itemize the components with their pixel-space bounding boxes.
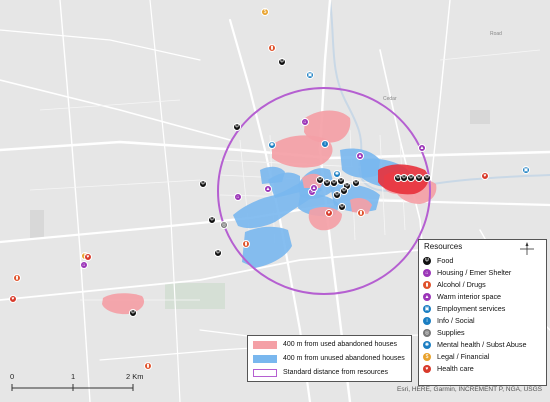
bottle-marker-icon[interactable]: ▮ bbox=[144, 362, 152, 370]
standard-distance-circle bbox=[217, 87, 431, 295]
heart-marker-icon[interactable]: ♥ bbox=[325, 209, 333, 217]
legend-item-label: Supplies bbox=[437, 328, 465, 337]
street-label: Cedar bbox=[383, 96, 397, 102]
scales-marker-icon[interactable]: $ bbox=[261, 8, 269, 16]
bottle-marker-icon[interactable]: ▮ bbox=[268, 44, 276, 52]
legend-item-legal: $ Legal / Financial bbox=[423, 351, 489, 362]
legend-item-mental-health: ✺ Mental health / Subst Abuse bbox=[423, 339, 527, 350]
warm-space-marker-icon[interactable]: ▲ bbox=[356, 152, 364, 160]
layer-legend: 400 m from used abandoned houses 400 m f… bbox=[247, 335, 412, 382]
briefcase-marker-icon[interactable]: ▣ bbox=[522, 166, 530, 174]
legend-item-food: Ψ Food bbox=[423, 255, 453, 266]
heart-marker-icon[interactable]: ♥ bbox=[9, 295, 17, 303]
park-area bbox=[30, 210, 44, 238]
bottle-marker-icon[interactable]: ▮ bbox=[13, 274, 21, 282]
warm-space-marker-icon[interactable]: ▲ bbox=[310, 184, 318, 192]
street-label: Road bbox=[490, 31, 502, 37]
used-buffer-swatch bbox=[253, 340, 277, 349]
supplies-marker-icon[interactable]: ◎ bbox=[220, 221, 228, 229]
legend-item-warm-space: ▲ Warm interior space bbox=[423, 291, 501, 302]
house-marker-icon[interactable]: ⌂ bbox=[80, 261, 88, 269]
layer-legend-unused: 400 m from unused abandoned houses bbox=[253, 353, 405, 364]
heart-marker-icon[interactable]: ♥ bbox=[84, 253, 92, 261]
brain-icon: ✺ bbox=[423, 340, 431, 349]
info-marker-icon[interactable]: i bbox=[321, 140, 329, 148]
fork-knife-marker-icon[interactable]: Ψ bbox=[352, 179, 360, 187]
legend-item-label: Food bbox=[437, 256, 454, 265]
legend-item-housing: ⌂ Housing / Emer Shelter bbox=[423, 267, 511, 278]
legend-item-label: Mental health / Subst Abuse bbox=[437, 340, 527, 349]
fork-knife-marker-icon[interactable]: Ψ bbox=[333, 191, 341, 199]
fork-knife-marker-icon[interactable]: Ψ bbox=[129, 309, 137, 317]
legend-item-label: Housing / Emer Shelter bbox=[437, 268, 512, 277]
bottle-marker-icon[interactable]: ▮ bbox=[357, 209, 365, 217]
unused-buffer-swatch bbox=[253, 354, 277, 363]
attribution-text: Esri, HERE, Garmin, INCREMENT P, NGA, US… bbox=[397, 386, 542, 393]
bottle-icon: ▮ bbox=[423, 280, 431, 289]
scale-bar: 0 1 2 Km bbox=[10, 372, 150, 394]
briefcase-icon: ▣ bbox=[423, 304, 431, 313]
layer-label: 400 m from used abandoned houses bbox=[283, 341, 398, 348]
scale-tick-label: 2 Km bbox=[126, 372, 144, 381]
layer-label: Standard distance from resources bbox=[283, 369, 389, 376]
fork-knife-marker-icon[interactable]: Ψ bbox=[233, 123, 241, 131]
fork-knife-icon: Ψ bbox=[423, 256, 431, 265]
legend-item-label: Warm interior space bbox=[437, 292, 502, 301]
legend-item-label: Health care bbox=[437, 364, 474, 373]
legend-item-label: Info / Social bbox=[437, 316, 475, 325]
legend-item-employment: ▣ Employment services bbox=[423, 303, 505, 314]
info-icon: i bbox=[423, 316, 431, 325]
layer-label: 400 m from unused abandoned houses bbox=[283, 355, 405, 362]
legend-item-label: Legal / Financial bbox=[437, 352, 490, 361]
heart-marker-icon[interactable]: ♥ bbox=[481, 172, 489, 180]
resources-legend: Resources Ψ Food ⌂ Housing / Emer Shelte… bbox=[418, 239, 547, 386]
briefcase-marker-icon[interactable]: ▣ bbox=[306, 71, 314, 79]
house-icon: ⌂ bbox=[423, 268, 431, 277]
fork-knife-marker-icon[interactable]: Ψ bbox=[415, 174, 423, 182]
fork-knife-marker-icon[interactable]: Ψ bbox=[278, 58, 286, 66]
scale-tick-label: 0 bbox=[10, 372, 15, 381]
fork-knife-marker-icon[interactable]: Ψ bbox=[214, 249, 222, 257]
legend-item-info: i Info / Social bbox=[423, 315, 475, 326]
north-arrow-icon bbox=[520, 242, 534, 255]
scale-tick-label: 1 bbox=[71, 372, 76, 381]
fork-knife-marker-icon[interactable]: Ψ bbox=[208, 216, 216, 224]
warm-space-marker-icon[interactable]: ▲ bbox=[418, 144, 426, 152]
brain-marker-icon[interactable]: ✺ bbox=[333, 170, 341, 178]
scales-icon: $ bbox=[423, 352, 431, 361]
layer-legend-standard-distance: Standard distance from resources bbox=[253, 367, 388, 378]
layer-legend-used: 400 m from used abandoned houses bbox=[253, 339, 397, 350]
legend-title: Resources bbox=[424, 242, 463, 251]
bottle-marker-icon[interactable]: ▮ bbox=[242, 240, 250, 248]
house-marker-icon[interactable]: ⌂ bbox=[234, 193, 242, 201]
fork-knife-marker-icon[interactable]: Ψ bbox=[338, 203, 346, 211]
fork-knife-marker-icon[interactable]: Ψ bbox=[199, 180, 207, 188]
house-marker-icon[interactable]: ⌂ bbox=[301, 118, 309, 126]
standard-distance-swatch bbox=[253, 368, 277, 377]
legend-item-alcohol: ▮ Alcohol / Drugs bbox=[423, 279, 486, 290]
legend-item-health: ♥ Health care bbox=[423, 363, 474, 374]
fork-knife-marker-icon[interactable]: Ψ bbox=[337, 177, 345, 185]
fork-knife-marker-icon[interactable]: Ψ bbox=[423, 174, 431, 182]
legend-item-label: Employment services bbox=[437, 304, 506, 313]
scale-bar-line bbox=[11, 384, 134, 391]
supplies-icon: ◎ bbox=[423, 328, 431, 337]
warm-space-icon: ▲ bbox=[423, 292, 431, 301]
brain-marker-icon[interactable]: ✺ bbox=[268, 141, 276, 149]
legend-item-label: Alcohol / Drugs bbox=[437, 280, 486, 289]
fork-knife-marker-icon[interactable]: Ψ bbox=[407, 174, 415, 182]
warm-space-marker-icon[interactable]: ▲ bbox=[264, 185, 272, 193]
fork-knife-marker-icon[interactable]: Ψ bbox=[340, 187, 348, 195]
legend-item-supplies: ◎ Supplies bbox=[423, 327, 465, 338]
heart-icon: ♥ bbox=[423, 364, 431, 373]
park-area bbox=[470, 110, 490, 124]
